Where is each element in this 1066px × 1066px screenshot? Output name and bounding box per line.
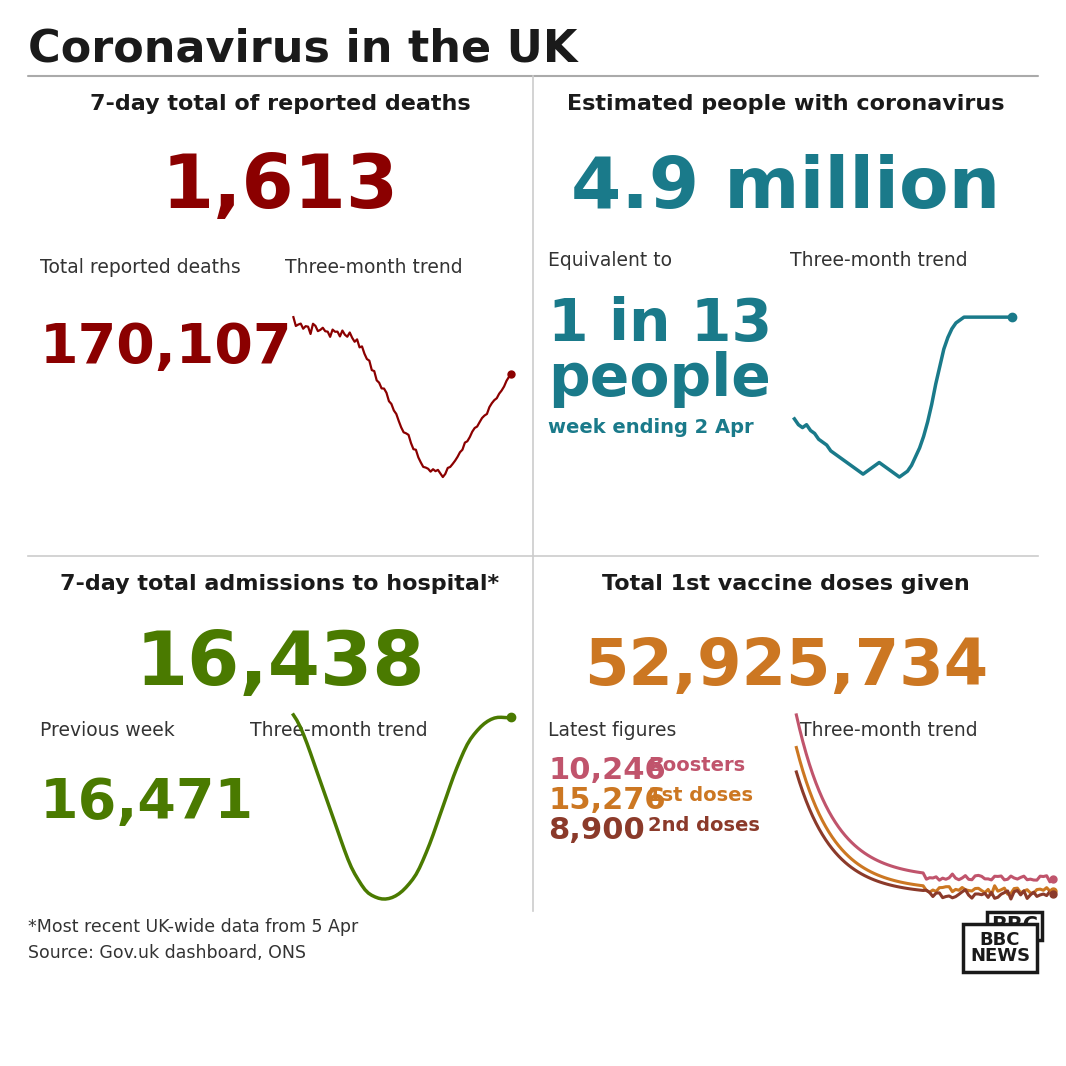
Text: *Most recent UK-wide data from 5 Apr: *Most recent UK-wide data from 5 Apr [28,918,358,936]
Text: Three-month trend: Three-month trend [790,251,968,270]
Text: 7-day total of reported deaths: 7-day total of reported deaths [90,94,470,114]
Text: Estimated people with coronavirus: Estimated people with coronavirus [567,94,1005,114]
Text: Three-month trend: Three-month trend [251,721,427,740]
Text: Previous week: Previous week [41,721,175,740]
Text: 15,276: 15,276 [548,786,665,815]
Text: 1,613: 1,613 [161,151,399,224]
Text: week ending 2 Apr: week ending 2 Apr [548,418,754,437]
Text: Three-month trend: Three-month trend [285,258,463,277]
Text: 52,925,734: 52,925,734 [584,636,988,698]
Text: 16,438: 16,438 [135,628,424,701]
Text: 2nd doses: 2nd doses [648,815,760,835]
Text: Coronavirus in the UK: Coronavirus in the UK [28,28,578,71]
Text: 7-day total admissions to hospital*: 7-day total admissions to hospital* [61,574,500,594]
Text: Boosters: Boosters [648,756,745,775]
Text: 10,246: 10,246 [548,756,666,785]
Text: 16,471: 16,471 [41,776,254,830]
Text: 170,107: 170,107 [41,321,292,375]
Text: Total reported deaths: Total reported deaths [41,258,241,277]
Text: Equivalent to: Equivalent to [548,251,672,270]
Text: BBC: BBC [991,916,1038,936]
Text: Source: Gov.uk dashboard, ONS: Source: Gov.uk dashboard, ONS [28,944,306,962]
Text: Three-month trend: Three-month trend [800,721,978,740]
Text: BBC
NEWS: BBC NEWS [970,931,1030,965]
Text: 1 in 13
people: 1 in 13 people [548,296,772,408]
Text: 1st doses: 1st doses [648,786,753,805]
Text: 4.9 million: 4.9 million [571,154,1001,223]
Text: 8,900: 8,900 [548,815,645,845]
Text: Total 1st vaccine doses given: Total 1st vaccine doses given [602,574,970,594]
Text: Latest figures: Latest figures [548,721,676,740]
